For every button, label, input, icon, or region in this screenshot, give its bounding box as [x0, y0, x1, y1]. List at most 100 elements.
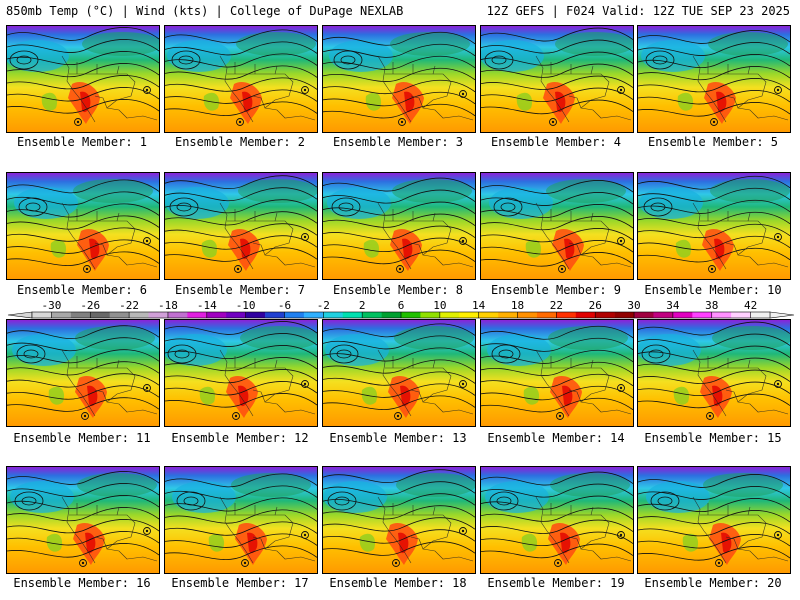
colorbar-tick-label: -10 — [236, 300, 256, 312]
colorbar-tick-label: -18 — [158, 300, 178, 312]
member-label: Ensemble Member: 9 — [490, 283, 622, 297]
map-panel — [6, 466, 160, 574]
member-label: Ensemble Member: 19 — [487, 576, 625, 590]
colorbar-swatch — [323, 312, 344, 318]
member-label: Ensemble Member: 4 — [490, 135, 622, 149]
map-panel — [480, 466, 634, 574]
map-panel — [322, 466, 476, 574]
colorbar-swatch — [653, 312, 674, 318]
colorbar-tick-label: -26 — [80, 300, 100, 312]
map-panel — [637, 25, 791, 133]
map-panel — [164, 25, 318, 133]
temperature-map — [638, 467, 790, 573]
map-panel — [164, 466, 318, 574]
colorbar-swatch — [439, 312, 460, 318]
member-label: Ensemble Member: 11 — [13, 431, 151, 445]
colorbar-swatch — [342, 312, 363, 318]
colorbar-swatch — [109, 312, 130, 318]
colorbar-swatch — [692, 312, 713, 318]
temperature-map — [323, 467, 475, 573]
colorbar-swatch — [284, 312, 305, 318]
colorbar-swatch — [731, 312, 751, 318]
colorbar-swatch — [70, 312, 91, 318]
member-label: Ensemble Member: 7 — [174, 283, 306, 297]
temperature-map — [481, 320, 633, 426]
map-panel — [322, 172, 476, 280]
temperature-map — [7, 320, 159, 426]
colorbar-tick-label: 10 — [433, 300, 446, 312]
colorbar-swatch — [536, 312, 557, 318]
colorbar-tick-label: -14 — [197, 300, 217, 312]
colorbar-swatch — [595, 312, 615, 318]
colorbar-swatch — [750, 312, 771, 318]
member-label: Ensemble Member: 1 — [16, 135, 148, 149]
colorbar-swatch — [672, 312, 693, 318]
map-panel — [480, 25, 634, 133]
map-panel — [6, 319, 160, 427]
colorbar-tick-label: -6 — [278, 300, 291, 312]
colorbar-swatch — [303, 312, 324, 318]
colorbar-swatch — [517, 312, 538, 318]
temperature-map — [165, 26, 317, 132]
temperature-colorbar: -30 -26 -22 -18 -14 -10 -6 -2 2 6 10 14 18 22 26 30 34 38… — [7, 300, 795, 319]
member-label: Ensemble Member: 18 — [329, 576, 467, 590]
map-panel — [322, 25, 476, 133]
colorbar-swatch — [226, 312, 246, 318]
member-label: Ensemble Member: 17 — [171, 576, 309, 590]
member-label: Ensemble Member: 12 — [171, 431, 309, 445]
member-label: Ensemble Member: 15 — [644, 431, 782, 445]
temperature-map — [7, 467, 159, 573]
map-panel — [637, 466, 791, 574]
member-label: Ensemble Member: 8 — [332, 283, 464, 297]
map-panel — [6, 172, 160, 280]
member-label: Ensemble Member: 3 — [332, 135, 464, 149]
member-label: Ensemble Member: 10 — [644, 283, 782, 297]
colorbar-swatch — [362, 312, 382, 318]
map-panel — [637, 172, 791, 280]
temperature-map — [481, 467, 633, 573]
colorbar-tick-label: 42 — [744, 300, 757, 312]
temperature-map — [165, 173, 317, 279]
temperature-map — [638, 320, 790, 426]
temperature-map — [323, 173, 475, 279]
colorbar-swatch — [459, 312, 479, 318]
colorbar-tick-label: 14 — [472, 300, 486, 312]
colorbar-swatch — [187, 312, 208, 318]
colorbar-swatch — [148, 312, 169, 318]
colorbar-swatch — [265, 312, 285, 318]
colorbar-swatch — [575, 312, 596, 318]
map-panel — [164, 319, 318, 427]
colorbar-tick-label: 38 — [705, 300, 718, 312]
colorbar-swatch — [498, 312, 518, 318]
map-panel — [480, 172, 634, 280]
colorbar-swatch — [556, 312, 577, 318]
temperature-map — [7, 26, 159, 132]
map-panel — [637, 319, 791, 427]
colorbar-tick-label: 2 — [359, 300, 366, 312]
product-title: 850mb Temp (°C) | Wind (kts) | College o… — [6, 4, 404, 18]
colorbar-swatch — [614, 312, 635, 318]
colorbar-tick-label: 26 — [589, 300, 602, 312]
temperature-map — [323, 320, 475, 426]
member-label: Ensemble Member: 13 — [329, 431, 467, 445]
run-valid-time: 12Z GEFS | F024 Valid: 12Z TUE SEP 23 20… — [486, 4, 790, 18]
colorbar-swatch — [32, 312, 52, 318]
colorbar-swatch — [711, 312, 732, 318]
colorbar-swatch — [206, 312, 227, 318]
colorbar-swatch — [634, 312, 654, 318]
member-label: Ensemble Member: 20 — [644, 576, 782, 590]
temperature-map — [323, 26, 475, 132]
map-panel — [6, 25, 160, 133]
colorbar-swatch — [478, 312, 499, 318]
temperature-map — [638, 26, 790, 132]
colorbar-swatch — [167, 312, 188, 318]
member-label: Ensemble Member: 16 — [13, 576, 151, 590]
member-label: Ensemble Member: 6 — [16, 283, 148, 297]
temperature-map — [638, 173, 790, 279]
colorbar-swatch — [90, 312, 110, 318]
colorbar-swatch — [129, 312, 149, 318]
colorbar-tick-label: -30 — [41, 300, 61, 312]
colorbar-tick-label: 18 — [511, 300, 524, 312]
colorbar-swatch — [420, 312, 441, 318]
temperature-map — [7, 173, 159, 279]
